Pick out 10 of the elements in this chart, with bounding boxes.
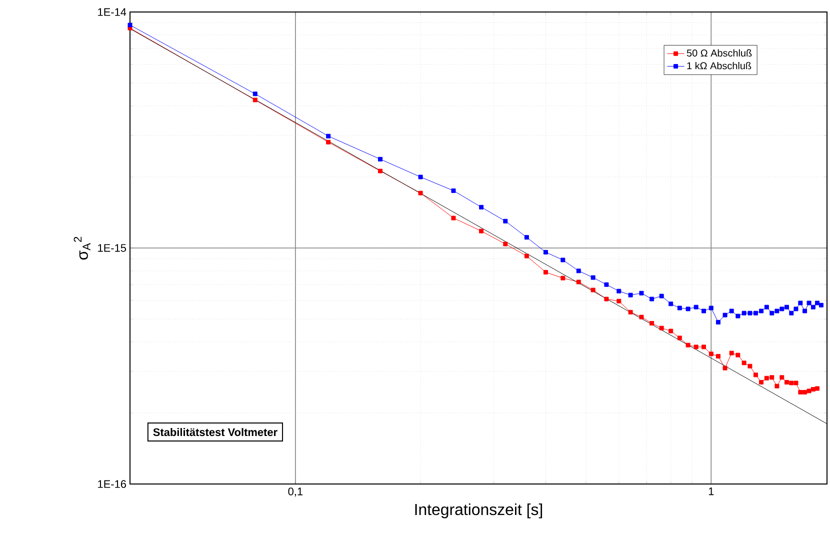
y-tick-label: 1E-15	[98, 244, 126, 252]
annotation: Stabilitätstest Voltmeter	[153, 428, 278, 436]
x-tick-label: 1	[708, 488, 714, 496]
x-axis-title: Integrationszeit [s]	[415, 503, 542, 518]
legend-label: 1 kΩ Abschluß	[687, 62, 752, 70]
y-axis-title: σ$_{A}$2	[74, 236, 90, 260]
legend-label: 50 Ω Abschluß	[686, 49, 752, 57]
x-tick-label: 0,1	[288, 488, 303, 497]
y-tick-label: 1E-14	[98, 8, 126, 16]
y-tick-label: 1E-16	[98, 480, 126, 488]
